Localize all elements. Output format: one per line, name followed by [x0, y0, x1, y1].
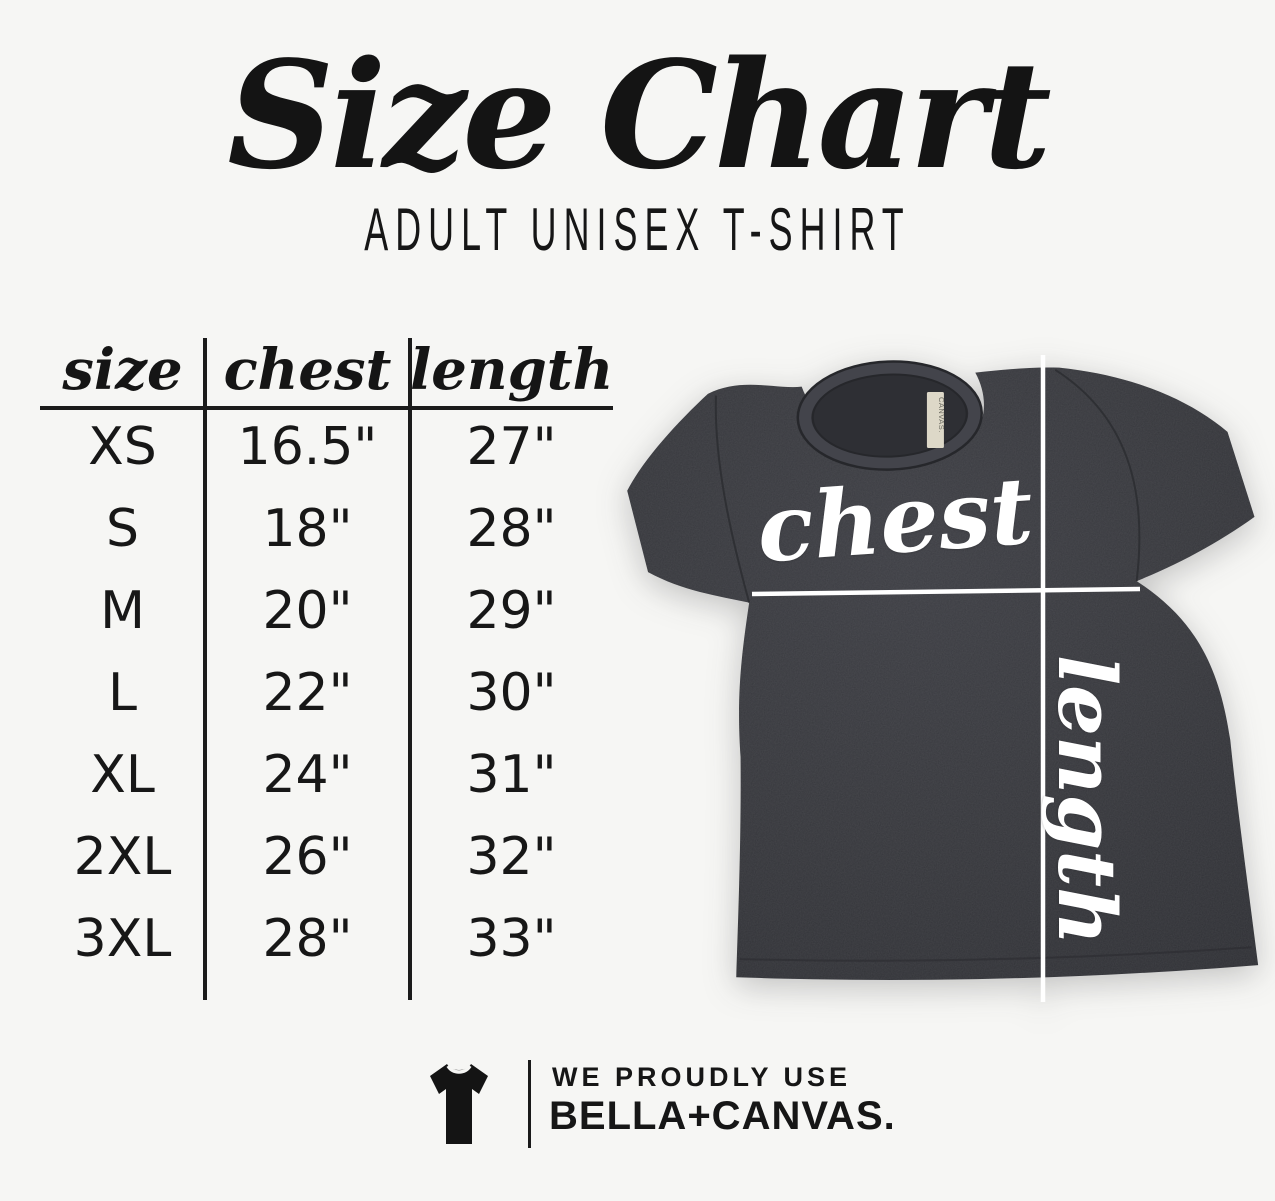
footer-divider [528, 1060, 531, 1148]
footer-tagline: WE PROUDLY USE [552, 1062, 852, 1092]
length-value: 32" [466, 827, 557, 887]
page-subtitle: ADULT UNISEX T-SHIRT [364, 194, 911, 264]
length-value: 31" [466, 745, 557, 805]
length-value: 28" [466, 499, 557, 559]
chest-measure-line [751, 586, 1141, 597]
table-column-divider [408, 338, 412, 1000]
size-value: L [108, 663, 137, 723]
table-row: S 18" 28" [40, 488, 613, 570]
table-row: XL 24" 31" [40, 734, 613, 816]
chest-value: 26" [262, 827, 353, 887]
table-header-underline [40, 406, 613, 410]
size-value: XS [88, 417, 157, 477]
chest-value: 28" [262, 909, 353, 969]
chest-value: 18" [262, 499, 353, 559]
column-header-length: length [410, 337, 614, 403]
length-value: 33" [466, 909, 557, 969]
neck-tag-text: CANVAS. [937, 397, 946, 433]
table-column-divider [203, 338, 207, 1000]
table-row: M 20" 29" [40, 570, 613, 652]
size-value: 3XL [73, 909, 172, 969]
length-value: 30" [466, 663, 557, 723]
size-value: 2XL [73, 827, 172, 887]
column-header-size: size [62, 337, 183, 403]
chest-value: 24" [262, 745, 353, 805]
brand-logo-text: BELLA+CANVAS. [549, 1094, 896, 1138]
tshirt-photo: CANVAS. [600, 330, 1275, 1030]
chest-measure-label: chest [753, 456, 1037, 584]
size-value: XL [90, 745, 155, 805]
table-row: L 22" 30" [40, 652, 613, 734]
table-row: 2XL 26" 32" [40, 816, 613, 898]
chest-value: 22" [262, 663, 353, 723]
size-value: S [105, 499, 139, 559]
neck-tag: CANVAS. [926, 391, 946, 448]
size-value: M [100, 581, 145, 641]
tshirt-icon [430, 1064, 488, 1144]
table-row: 3XL 28" 33" [40, 898, 613, 980]
table-row: XS 16.5" 27" [40, 406, 613, 488]
chest-value: 20" [262, 581, 353, 641]
length-value: 29" [466, 581, 557, 641]
header: Size Chart ADULT UNISEX T-SHIRT [0, 0, 1275, 263]
length-measure-label: length [1040, 654, 1134, 946]
size-table: size chest length XS 16.5" 27" S 18" 28"… [40, 336, 613, 1000]
tshirt-body: CANVAS. [627, 360, 1259, 981]
column-header-chest: chest [223, 337, 392, 403]
chest-value: 16.5" [237, 417, 378, 477]
table-header-row: size chest length [40, 336, 613, 406]
tshirt-illustration: CANVAS. [627, 355, 1259, 1002]
page-title: Size Chart [227, 28, 1051, 202]
length-value: 27" [466, 417, 557, 477]
brand-footer: WE PROUDLY USE BELLA+CANVAS. [0, 1050, 1275, 1170]
